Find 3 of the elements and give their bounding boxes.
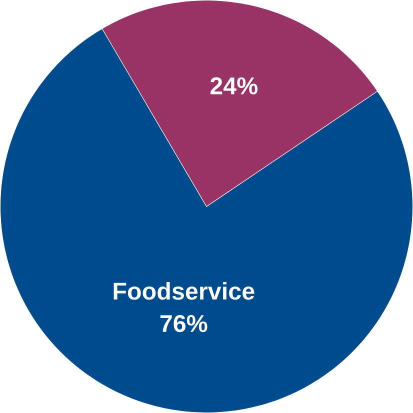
data-label: 24% <box>210 77 258 94</box>
data-label: 76% <box>160 314 208 332</box>
slice-label: Foodservice <box>114 282 254 300</box>
